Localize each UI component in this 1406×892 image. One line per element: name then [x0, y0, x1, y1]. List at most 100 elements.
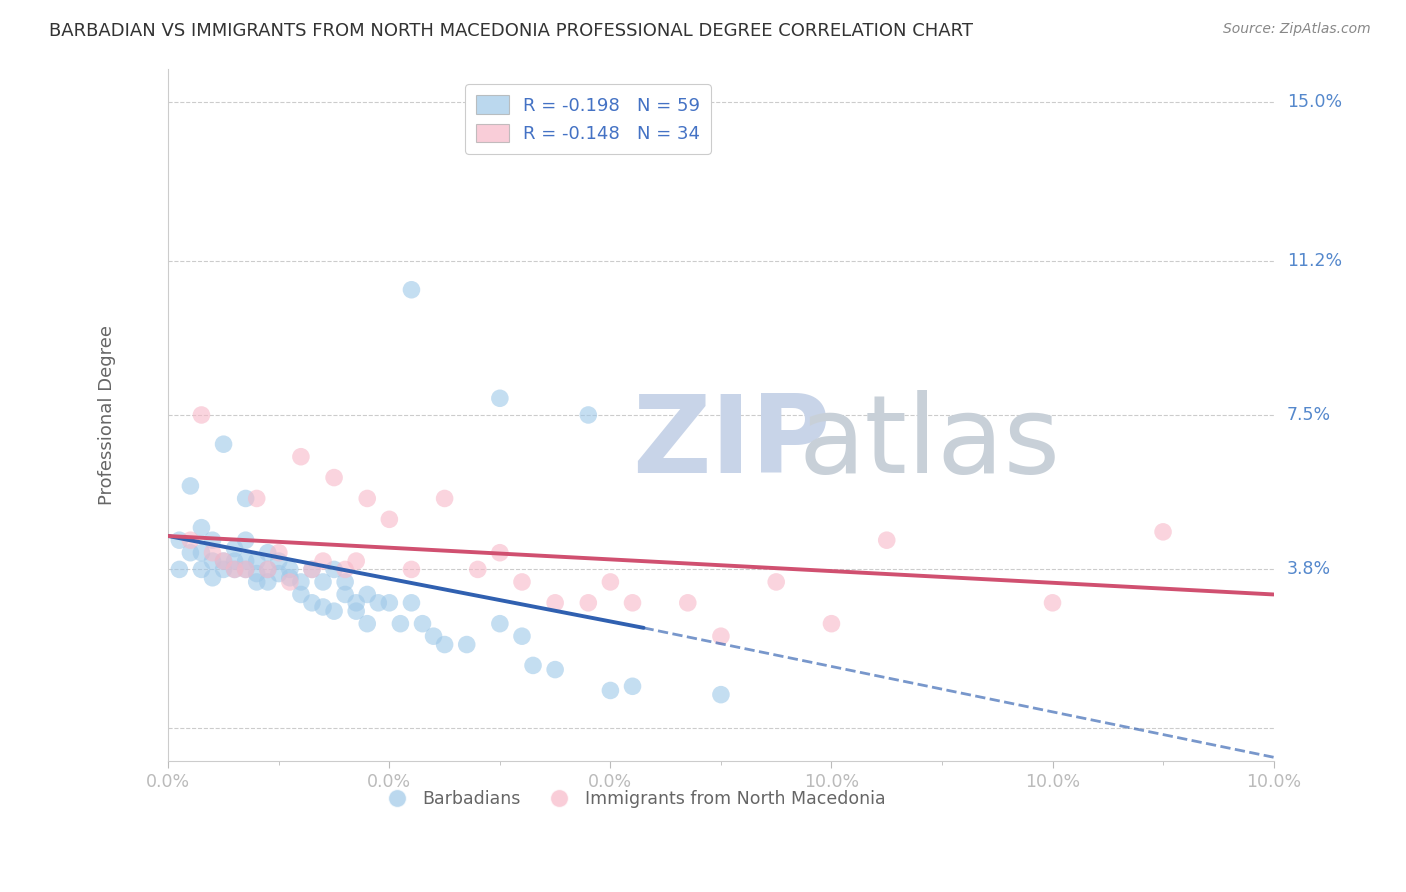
Point: [290, 587, 312, 601]
Text: Source: ZipAtlas.com: Source: ZipAtlas.com: [1223, 22, 1371, 37]
Point: [235, 562, 257, 576]
Point: [367, 596, 389, 610]
Point: [201, 571, 224, 585]
Point: [246, 574, 269, 589]
Point: [489, 616, 512, 631]
Point: [433, 491, 456, 506]
Text: ZIP: ZIP: [633, 390, 831, 496]
Point: [190, 408, 212, 422]
Point: [621, 679, 644, 693]
Point: [224, 562, 246, 576]
Point: [201, 546, 224, 560]
Point: [224, 554, 246, 568]
Point: [510, 574, 533, 589]
Point: [212, 437, 235, 451]
Point: [323, 470, 346, 484]
Point: [312, 599, 335, 614]
Point: [522, 658, 544, 673]
Point: [235, 554, 257, 568]
Point: [1042, 596, 1064, 610]
Point: [544, 663, 567, 677]
Point: [267, 566, 290, 581]
Point: [235, 533, 257, 548]
Point: [676, 596, 699, 610]
Point: [401, 562, 423, 576]
Point: [323, 604, 346, 618]
Point: [267, 554, 290, 568]
Point: [323, 562, 346, 576]
Point: [246, 554, 269, 568]
Text: 11.2%: 11.2%: [1286, 252, 1341, 269]
Point: [344, 554, 367, 568]
Point: [412, 616, 434, 631]
Point: [224, 562, 246, 576]
Point: [333, 562, 356, 576]
Point: [212, 554, 235, 568]
Point: [467, 562, 489, 576]
Point: [576, 596, 599, 610]
Text: atlas: atlas: [799, 390, 1060, 496]
Point: [401, 283, 423, 297]
Point: [256, 574, 278, 589]
Point: [378, 512, 401, 526]
Text: 3.8%: 3.8%: [1286, 560, 1331, 578]
Point: [190, 521, 212, 535]
Legend: Barbadians, Immigrants from North Macedonia: Barbadians, Immigrants from North Macedo…: [373, 783, 893, 815]
Point: [212, 562, 235, 576]
Point: [456, 638, 478, 652]
Point: [201, 533, 224, 548]
Point: [312, 554, 335, 568]
Point: [356, 491, 378, 506]
Point: [169, 533, 191, 548]
Point: [765, 574, 787, 589]
Point: [576, 408, 599, 422]
Point: [599, 683, 621, 698]
Point: [278, 574, 301, 589]
Point: [344, 604, 367, 618]
Point: [235, 562, 257, 576]
Point: [224, 541, 246, 556]
Point: [256, 562, 278, 576]
Point: [179, 546, 201, 560]
Point: [710, 688, 733, 702]
Point: [290, 574, 312, 589]
Point: [179, 533, 201, 548]
Point: [246, 566, 269, 581]
Point: [356, 587, 378, 601]
Point: [301, 596, 323, 610]
Point: [333, 587, 356, 601]
Point: [212, 554, 235, 568]
Point: [301, 562, 323, 576]
Point: [489, 391, 512, 405]
Text: 7.5%: 7.5%: [1286, 406, 1331, 424]
Point: [246, 491, 269, 506]
Point: [333, 574, 356, 589]
Point: [267, 546, 290, 560]
Point: [433, 638, 456, 652]
Point: [312, 574, 335, 589]
Point: [190, 562, 212, 576]
Point: [621, 596, 644, 610]
Point: [278, 571, 301, 585]
Point: [544, 596, 567, 610]
Point: [256, 562, 278, 576]
Point: [235, 491, 257, 506]
Point: [710, 629, 733, 643]
Point: [356, 616, 378, 631]
Point: [876, 533, 898, 548]
Point: [344, 596, 367, 610]
Point: [301, 562, 323, 576]
Point: [1152, 524, 1174, 539]
Point: [378, 596, 401, 610]
Point: [179, 479, 201, 493]
Point: [489, 546, 512, 560]
Point: [201, 554, 224, 568]
Point: [820, 616, 842, 631]
Point: [599, 574, 621, 589]
Point: [422, 629, 444, 643]
Point: [278, 562, 301, 576]
Text: 15.0%: 15.0%: [1286, 93, 1341, 111]
Text: BARBADIAN VS IMMIGRANTS FROM NORTH MACEDONIA PROFESSIONAL DEGREE CORRELATION CHA: BARBADIAN VS IMMIGRANTS FROM NORTH MACED…: [49, 22, 973, 40]
Text: Professional Degree: Professional Degree: [98, 325, 117, 505]
Point: [256, 546, 278, 560]
